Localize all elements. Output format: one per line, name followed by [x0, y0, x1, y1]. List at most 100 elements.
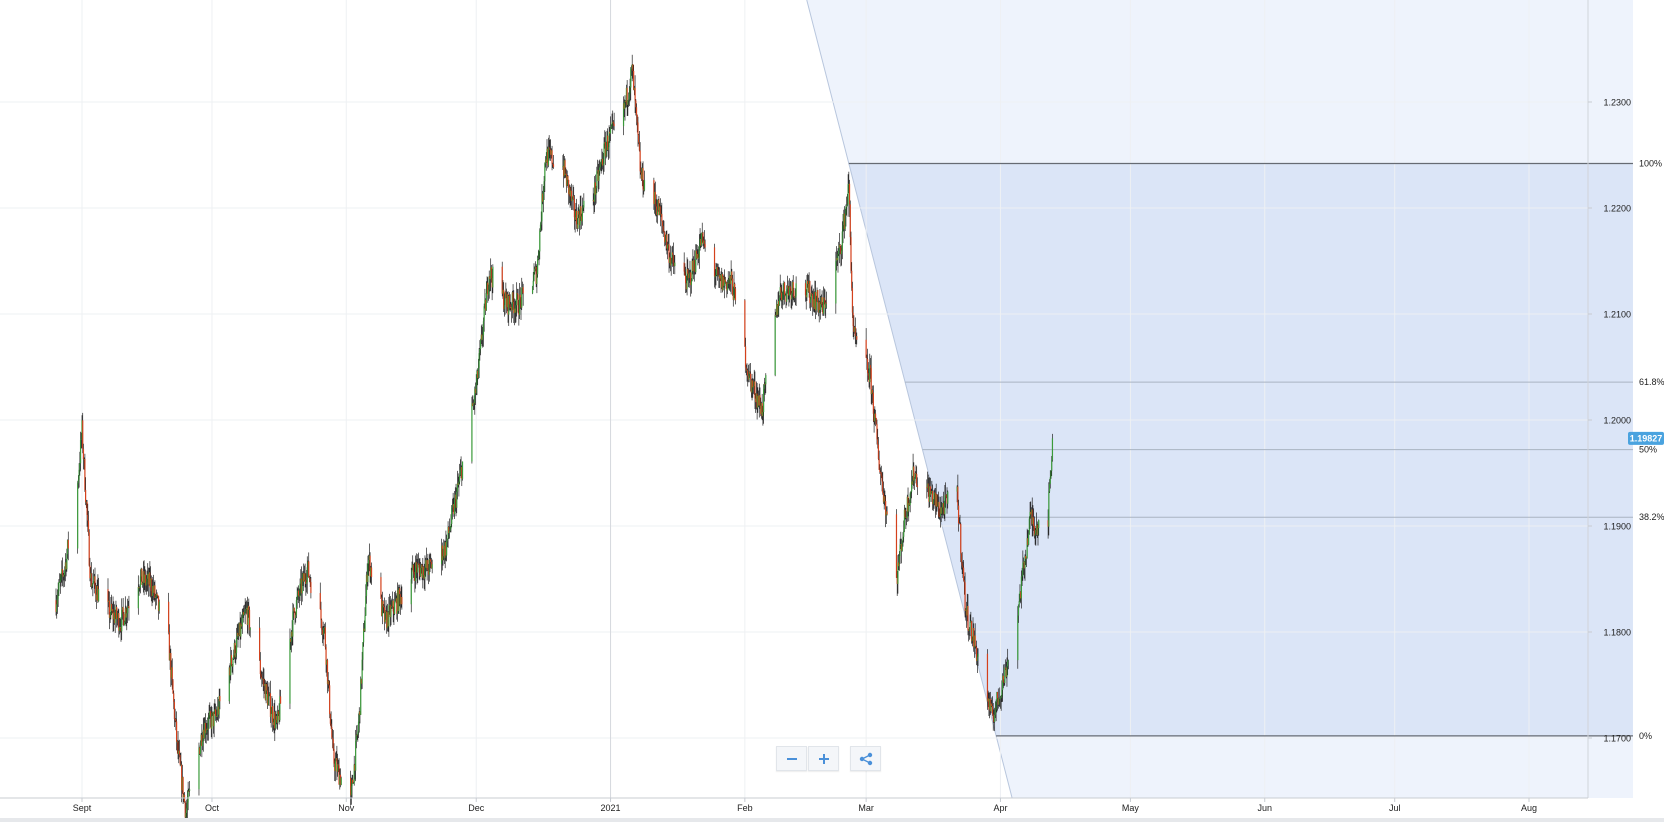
candle-body — [731, 278, 734, 295]
candle-body — [153, 585, 155, 593]
candle-body — [485, 299, 487, 311]
candle-body — [745, 367, 747, 371]
zoom-in-button[interactable] — [808, 746, 839, 771]
candle-body — [847, 184, 849, 205]
share-button[interactable] — [850, 746, 881, 771]
candle-body — [755, 398, 757, 403]
candle-body — [414, 562, 417, 582]
candle-body — [246, 607, 248, 626]
candle-body — [908, 503, 910, 512]
candle-body — [395, 598, 397, 601]
candle-body — [56, 604, 58, 612]
candle-body — [440, 545, 443, 565]
candle-body — [1030, 509, 1033, 515]
candle-body — [386, 611, 388, 629]
candle-body — [637, 122, 639, 135]
candle-body — [794, 295, 796, 298]
candle-body — [400, 596, 402, 605]
candle-body — [580, 206, 582, 217]
candle-body — [1024, 556, 1026, 569]
candle-body — [907, 496, 909, 512]
candle-body — [664, 232, 666, 243]
candle-body — [685, 283, 687, 290]
candle-body — [958, 523, 960, 524]
candle-body — [184, 802, 186, 818]
candle-body — [550, 149, 552, 155]
candle-body — [909, 493, 911, 505]
candle-body — [350, 777, 352, 796]
y-tick-label: 1.2300 — [1603, 98, 1631, 108]
candle-body — [879, 469, 881, 473]
candle-body — [295, 614, 297, 619]
candle-body — [752, 380, 754, 388]
candle-body — [1001, 689, 1003, 697]
candle-body — [551, 150, 553, 164]
candle-body — [236, 632, 238, 638]
candle-body — [202, 729, 204, 742]
candle-body — [673, 262, 675, 267]
candle-body — [819, 301, 821, 310]
candle-body — [207, 728, 209, 730]
candle-body — [854, 327, 856, 337]
candle-body — [234, 642, 236, 658]
candle-body — [884, 496, 886, 502]
candle-body — [582, 207, 584, 209]
candle-body — [746, 370, 748, 372]
candle-body — [369, 555, 371, 577]
candle-body — [217, 706, 220, 715]
candle-body — [581, 207, 583, 222]
candle-body — [805, 295, 807, 298]
candle-body — [326, 660, 328, 665]
candle-body — [430, 559, 432, 562]
candle-body — [107, 589, 109, 602]
candle-body — [872, 389, 874, 393]
candle-body — [627, 99, 630, 101]
candle-body — [714, 276, 716, 278]
candle-body — [173, 701, 176, 720]
candle-body — [396, 598, 398, 614]
candle-body — [505, 298, 508, 308]
candle-body — [157, 596, 160, 611]
candle-body — [816, 290, 818, 301]
candle-body — [849, 204, 851, 238]
candle-body — [326, 660, 329, 685]
candle-body — [121, 609, 123, 632]
candle-body — [976, 647, 978, 661]
candle-body — [446, 538, 448, 542]
candle-body — [612, 121, 615, 124]
zoom-out-button[interactable] — [776, 746, 807, 771]
candle-body — [744, 346, 747, 368]
candle-body — [595, 188, 597, 195]
candle-body — [612, 121, 614, 123]
candle-body — [817, 302, 820, 313]
candle-body — [765, 375, 767, 385]
candle-body — [203, 729, 205, 739]
candle-body — [339, 774, 341, 785]
candle-body — [610, 125, 612, 129]
candle-body — [324, 627, 326, 629]
candle-body — [688, 273, 690, 279]
candle-body — [291, 631, 293, 637]
candle-body — [240, 624, 242, 637]
candle-body — [812, 299, 815, 307]
candle-body — [786, 289, 788, 302]
candle-body — [232, 658, 234, 667]
candle-body — [942, 503, 944, 508]
candle-body — [667, 244, 669, 246]
candle-body — [760, 405, 762, 415]
candle-body — [367, 563, 369, 582]
candle-body — [294, 611, 296, 619]
candle-body — [822, 297, 825, 314]
candle-body — [641, 167, 643, 180]
candle-body — [583, 200, 585, 208]
candle-body — [397, 590, 399, 612]
candle-body — [732, 294, 734, 300]
candle-body — [813, 299, 815, 309]
candle-body — [169, 652, 171, 661]
candle-body — [633, 70, 635, 91]
candle-body — [361, 659, 363, 684]
candle-body — [128, 606, 130, 609]
candle-body — [204, 722, 206, 739]
candle-body — [572, 195, 574, 198]
